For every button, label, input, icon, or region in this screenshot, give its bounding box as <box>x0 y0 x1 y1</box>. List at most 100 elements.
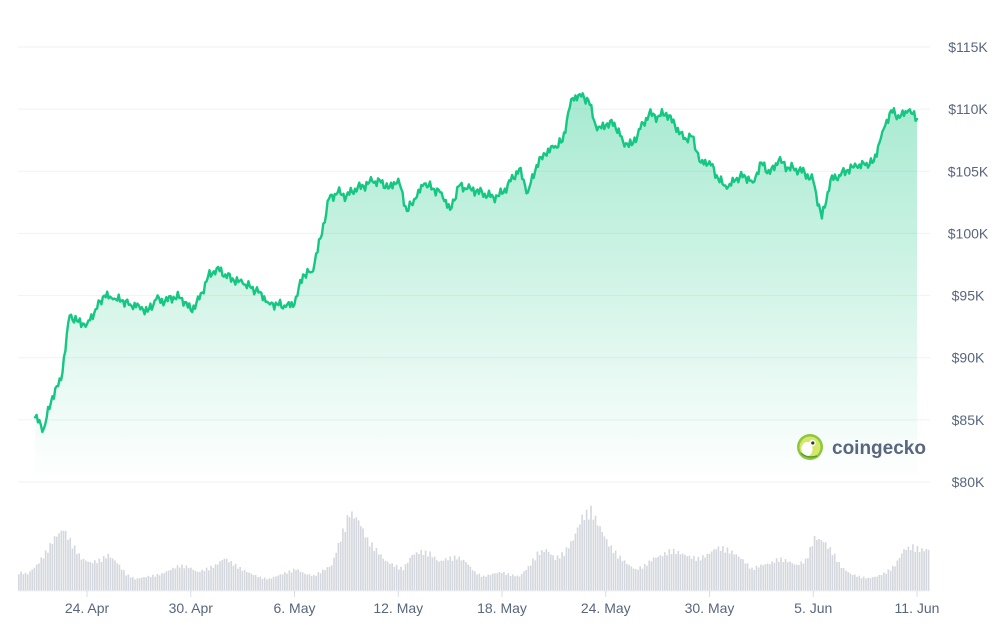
volume-bar <box>661 556 664 591</box>
volume-bar <box>556 555 559 591</box>
volume-bar <box>187 568 190 591</box>
volume-bar <box>731 550 733 591</box>
volume-bar <box>373 551 376 591</box>
volume-bar <box>485 576 487 591</box>
volume-bar <box>270 578 273 591</box>
volume-bar <box>315 575 317 591</box>
volume-bar <box>550 554 552 591</box>
volume-bar <box>129 577 132 591</box>
volume-bar <box>824 542 827 591</box>
volume-bar <box>697 556 700 591</box>
volume-bar <box>554 559 557 591</box>
volume-bar <box>793 564 796 591</box>
volume-bar <box>456 559 458 591</box>
volume-bar <box>465 562 467 591</box>
volume-bar <box>56 536 58 591</box>
volume-bar <box>480 576 483 591</box>
volume-bar <box>742 559 744 591</box>
volume-bar <box>91 563 94 591</box>
volume-bar <box>487 574 490 591</box>
volume-bar <box>927 549 930 591</box>
volume-bar <box>346 515 349 591</box>
volume-bar <box>786 562 789 591</box>
volume-bar <box>333 557 335 591</box>
volume-bar <box>85 560 87 591</box>
volume-bar <box>500 573 503 591</box>
volume-bar <box>250 573 253 591</box>
volume-bar <box>780 557 782 591</box>
volume-bar <box>210 565 212 591</box>
volume-bar <box>107 553 110 591</box>
volume-bar <box>822 542 825 591</box>
volume-bar <box>710 551 713 591</box>
volume-bar <box>368 546 371 591</box>
volume-bar <box>652 557 655 591</box>
volume-bar <box>588 519 590 591</box>
volume-bar <box>672 548 675 591</box>
volume-bar <box>889 570 892 591</box>
volume-bar <box>626 564 628 591</box>
volume-bar <box>659 555 662 591</box>
volume-bar <box>809 547 811 591</box>
volume-bar <box>565 547 568 591</box>
volume-bar <box>252 575 255 591</box>
volume-bar <box>603 536 606 591</box>
volume-bar <box>811 546 814 591</box>
volume-bar <box>871 577 874 591</box>
volume-bar <box>105 558 107 591</box>
volume-bar <box>304 573 306 591</box>
x-tick-label: 12. May <box>373 600 423 616</box>
x-tick-label: 5. Jun <box>794 600 832 616</box>
volume-bar <box>364 537 367 591</box>
volume-bar <box>907 546 910 591</box>
volume-bar <box>744 563 747 591</box>
volume-bar <box>856 576 858 591</box>
volume-bar <box>317 572 320 591</box>
volume-bar <box>351 511 353 591</box>
volume-bar <box>132 577 134 591</box>
volume-bar <box>867 577 870 591</box>
volume-bar <box>424 550 427 591</box>
volume-bar <box>489 574 492 591</box>
volume-bar <box>196 571 199 591</box>
volume-bar <box>431 557 434 591</box>
x-tick-label: 6. May <box>273 600 315 616</box>
volume-bars <box>18 505 930 592</box>
volume-bar <box>681 553 684 591</box>
volume-bar <box>892 565 894 591</box>
volume-bar <box>590 505 592 591</box>
volume-bar <box>688 555 691 591</box>
volume-bar <box>174 568 177 591</box>
volume-bar <box>438 561 440 591</box>
volume-bar <box>243 570 246 591</box>
volume-bar <box>791 563 794 591</box>
volume-bar <box>916 546 919 591</box>
volume-bar <box>47 552 49 591</box>
volume-bar <box>353 518 355 591</box>
volume-bar <box>802 563 805 591</box>
volume-bar <box>478 573 481 591</box>
volume-bar <box>467 564 469 591</box>
volume-bar <box>411 555 414 591</box>
volume-bar <box>261 579 264 591</box>
volume-bar <box>909 550 912 591</box>
volume-bar <box>203 571 206 591</box>
volume-bar <box>395 564 398 591</box>
volume-bar <box>838 561 841 591</box>
volume-bar <box>433 556 436 591</box>
volume-bar <box>221 560 224 591</box>
volume-bar <box>100 562 103 591</box>
volume-bar <box>755 565 758 591</box>
volume-bar <box>183 568 186 591</box>
volume-bar <box>816 539 818 591</box>
volume-bar <box>581 514 583 591</box>
volume-bar <box>847 572 849 591</box>
volume-bar <box>570 541 572 591</box>
volume-bar <box>695 560 697 591</box>
volume-bar <box>214 564 217 591</box>
volume-bar <box>579 524 581 591</box>
volume-bar <box>804 558 807 591</box>
volume-bar <box>391 563 393 591</box>
volume-bar <box>865 578 867 591</box>
volume-bar <box>784 559 787 591</box>
